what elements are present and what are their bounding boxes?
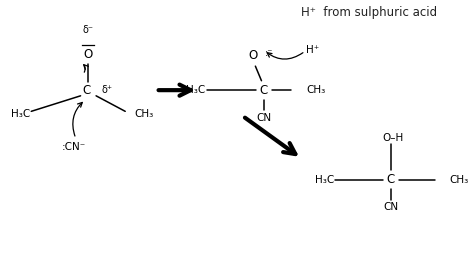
Text: :⁻: :⁻ (265, 49, 273, 58)
Text: δ⁻: δ⁻ (82, 25, 93, 35)
Text: H⁺: H⁺ (306, 45, 319, 55)
Text: CH₃: CH₃ (306, 85, 325, 95)
Text: C: C (82, 84, 91, 97)
Text: H₃C: H₃C (315, 175, 334, 185)
Text: δ⁺: δ⁺ (102, 85, 113, 95)
Text: CH₃: CH₃ (449, 175, 469, 185)
Text: C: C (260, 84, 268, 97)
Text: CN: CN (256, 113, 272, 123)
Text: O–H: O–H (383, 133, 404, 143)
Text: H₃C: H₃C (186, 85, 205, 95)
Text: :CN⁻: :CN⁻ (62, 142, 86, 152)
Text: O: O (83, 48, 92, 61)
Text: O: O (248, 49, 258, 62)
Text: H₃C: H₃C (10, 109, 30, 119)
Text: H⁺  from sulphuric acid: H⁺ from sulphuric acid (301, 6, 438, 19)
Text: CH₃: CH₃ (135, 109, 154, 119)
Text: CN: CN (383, 202, 398, 212)
Text: C: C (387, 173, 395, 186)
